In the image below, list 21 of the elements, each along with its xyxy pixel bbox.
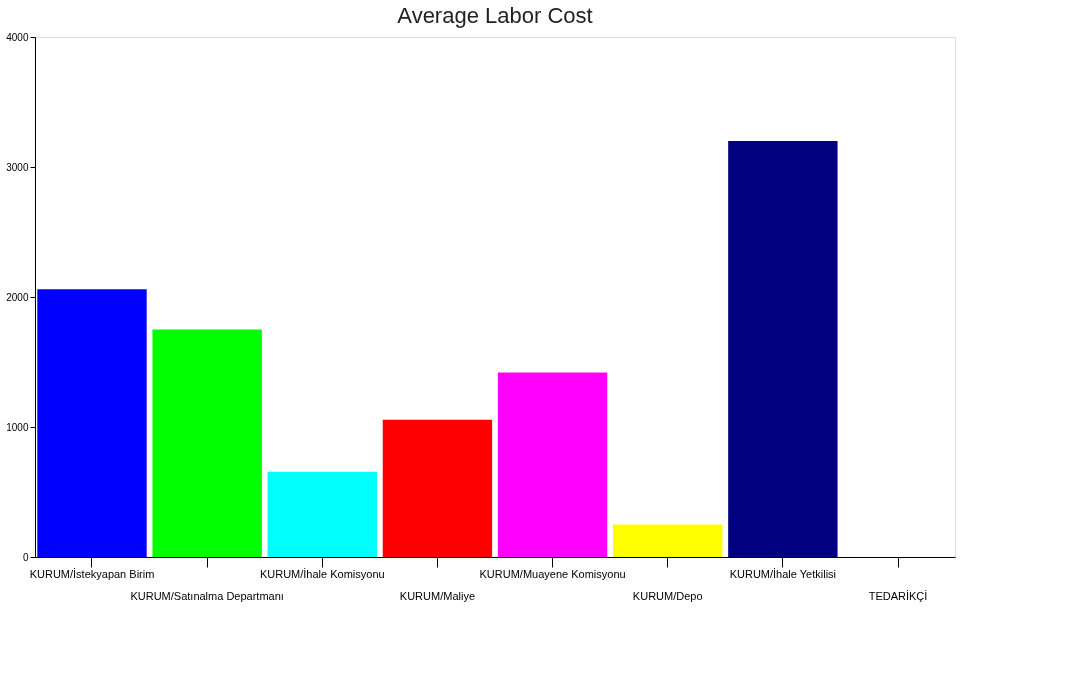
bar <box>728 141 838 557</box>
bar <box>37 289 147 557</box>
y-tick-label: 1000 <box>6 421 29 433</box>
bar <box>267 471 377 557</box>
bar <box>497 372 608 557</box>
y-tick-label: 3000 <box>6 161 29 173</box>
y-tick-label: 2000 <box>6 291 29 303</box>
x-tick-label: KURUM/İhale Yetkilisi <box>729 568 837 580</box>
y-tick-label: 4000 <box>6 31 29 43</box>
bar <box>152 329 262 557</box>
x-tick-label: KURUM/Maliye <box>399 590 476 602</box>
bar <box>382 419 493 557</box>
x-tick-label: KURUM/İstekyapan Birim <box>29 568 155 580</box>
x-tick-label: KURUM/İhale Komisyonu <box>259 568 385 580</box>
chart-title: Average Labor Cost <box>397 3 593 28</box>
x-tick-label: TEDARİKÇİ <box>868 590 928 602</box>
x-tick-label: KURUM/Satınalma Departmanı <box>130 590 284 602</box>
x-tick-label: KURUM/Depo <box>632 590 703 602</box>
x-tick-label: KURUM/Muayene Komisyonu <box>479 568 626 580</box>
bar <box>613 524 723 557</box>
y-tick-label: 0 <box>22 551 29 563</box>
